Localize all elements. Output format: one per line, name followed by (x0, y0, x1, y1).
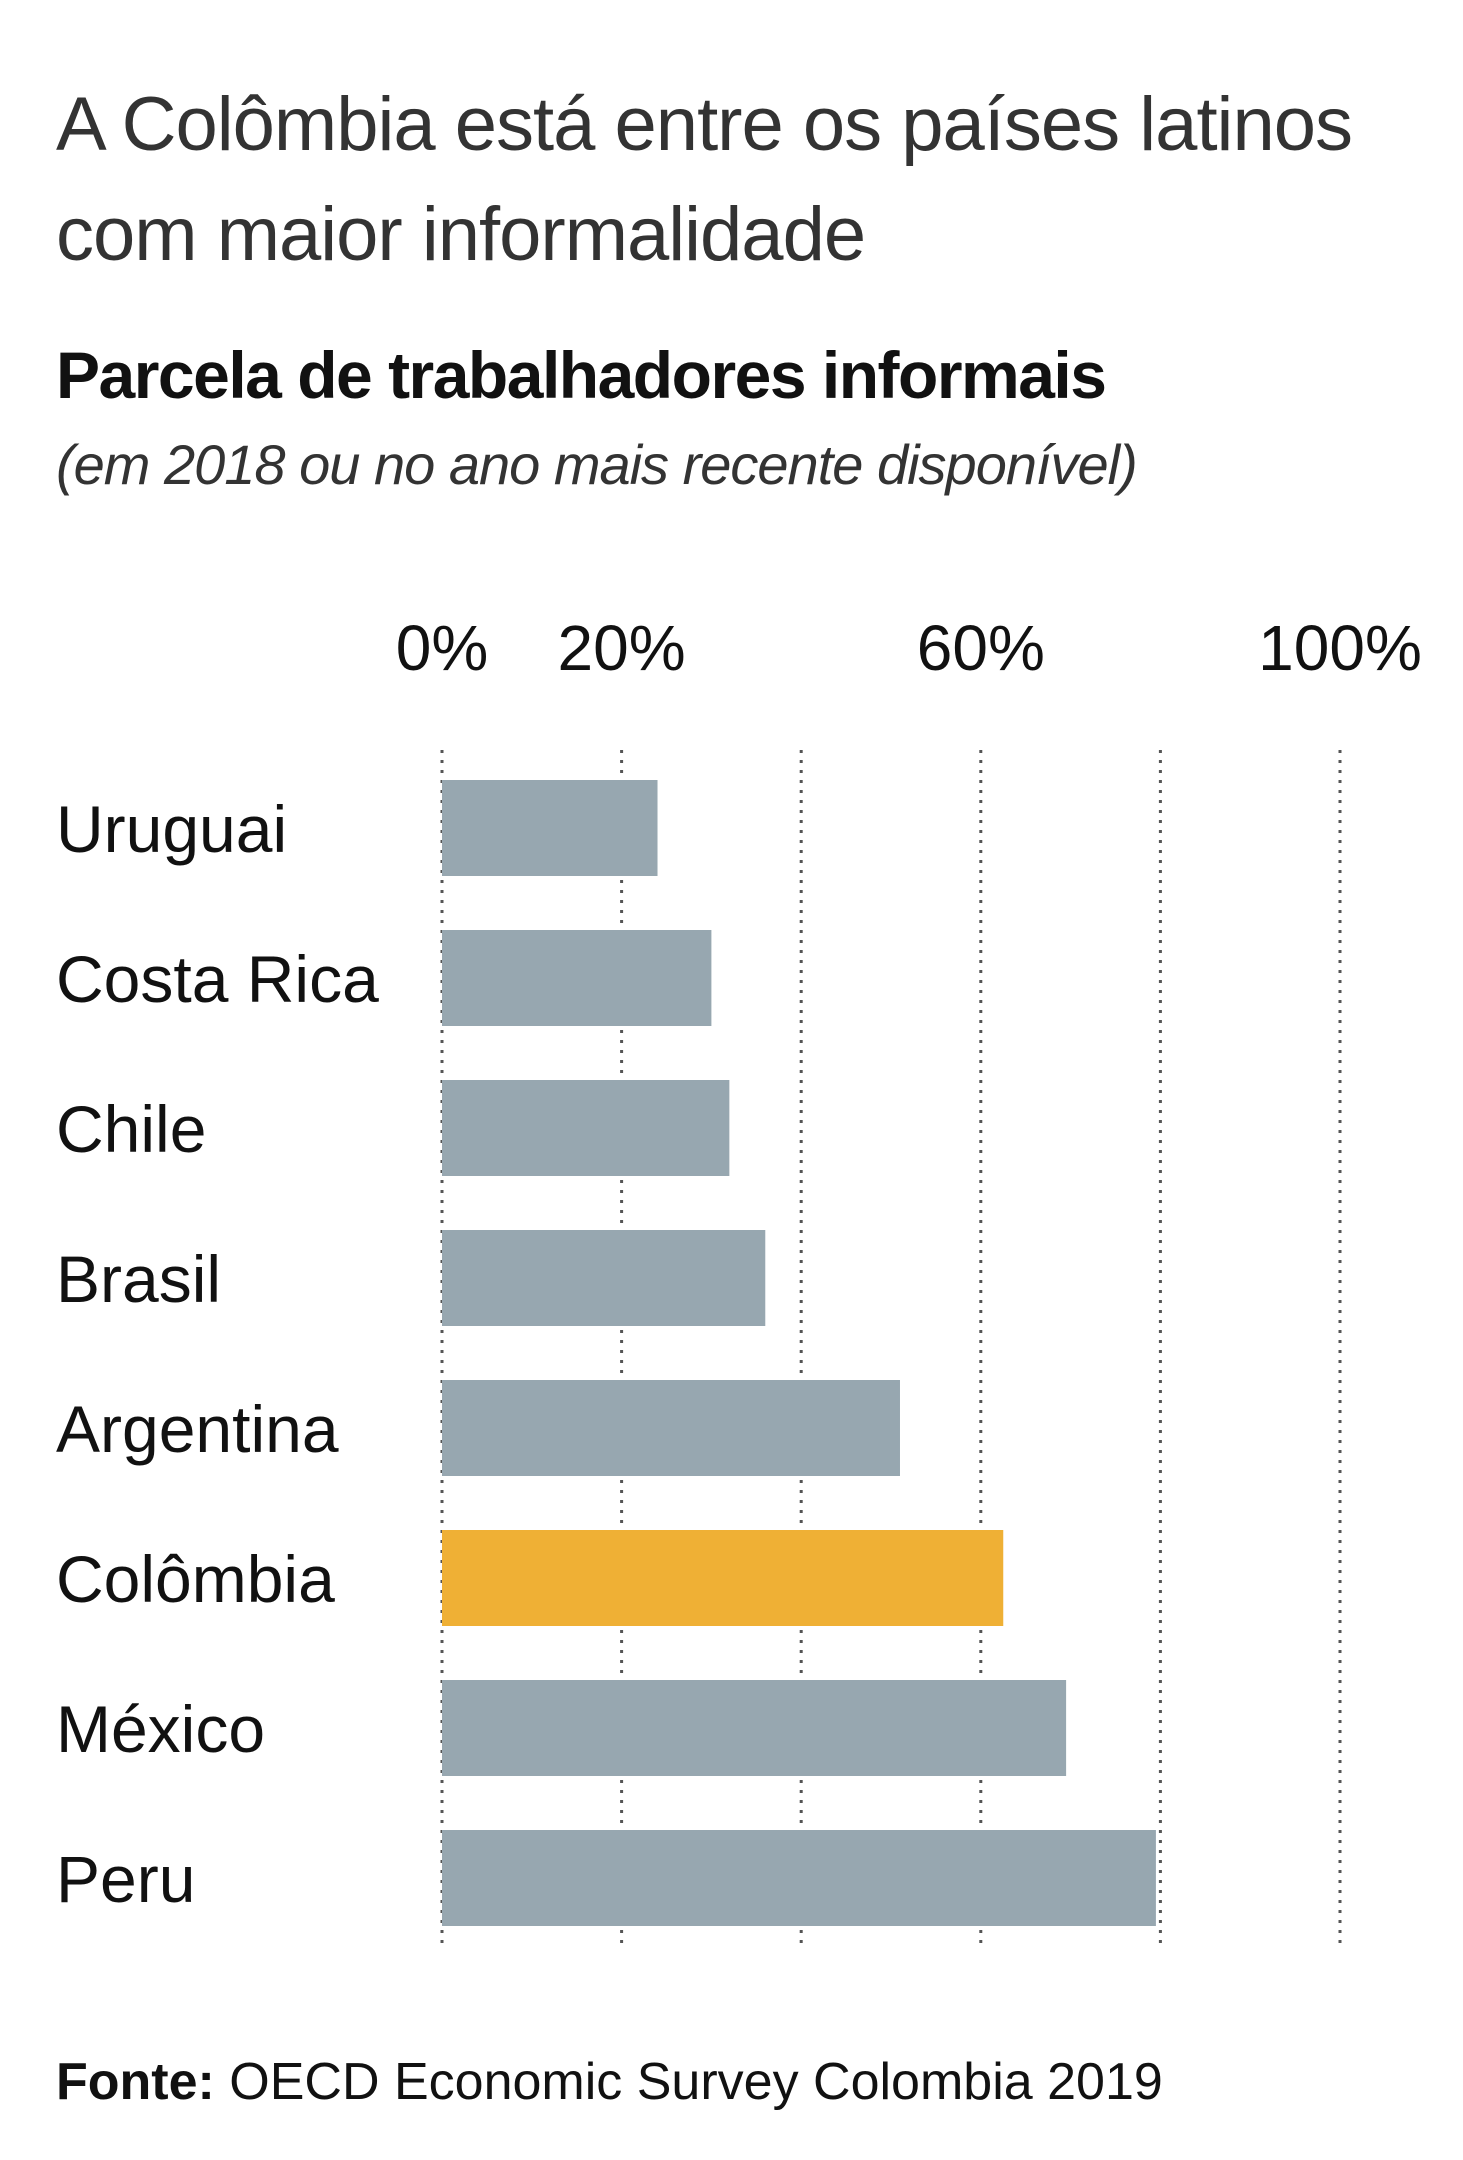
category-label-brasil: Brasil (56, 1242, 221, 1316)
category-label-uruguai: Uruguai (56, 792, 287, 866)
bar-argentina (442, 1380, 900, 1476)
category-label-colômbia: Colômbia (56, 1542, 335, 1616)
tick-label-20: 20% (558, 612, 686, 684)
category-label-costa-rica: Costa Rica (56, 942, 379, 1016)
chart-subtitle: Parcela de trabalhadores informais (56, 338, 1107, 412)
source-line: Fonte: OECD Economic Survey Colombia 201… (56, 2050, 1163, 2114)
tick-label-0: 0% (396, 612, 489, 684)
tick-label-100: 100% (1258, 612, 1422, 684)
bar-costa-rica (442, 930, 712, 1026)
bar-uruguai (442, 780, 658, 876)
source-text: OECD Economic Survey Colombia 2019 (229, 2053, 1163, 2111)
source-label: Fonte: (56, 2053, 215, 2111)
bar-peru (442, 1830, 1156, 1926)
category-label-peru: Peru (56, 1842, 195, 1916)
bar-colômbia (442, 1530, 1004, 1626)
bar-chart: 0% 20% 60% 100% Uruguai Costa Rica Chile Brasil… (56, 612, 1422, 1950)
bar-chile (442, 1080, 730, 1176)
bar-brasil (442, 1230, 766, 1326)
bar-méxico (442, 1680, 1067, 1776)
chart-title: A Colômbia está entre os países latinos … (56, 82, 1353, 277)
chart-note: (em 2018 ou no ano mais recente disponív… (56, 433, 1138, 496)
category-label-chile: Chile (56, 1092, 206, 1166)
tick-label-60: 60% (917, 612, 1045, 684)
category-label-argentina: Argentina (56, 1392, 339, 1466)
category-label-méxico: México (56, 1692, 265, 1766)
